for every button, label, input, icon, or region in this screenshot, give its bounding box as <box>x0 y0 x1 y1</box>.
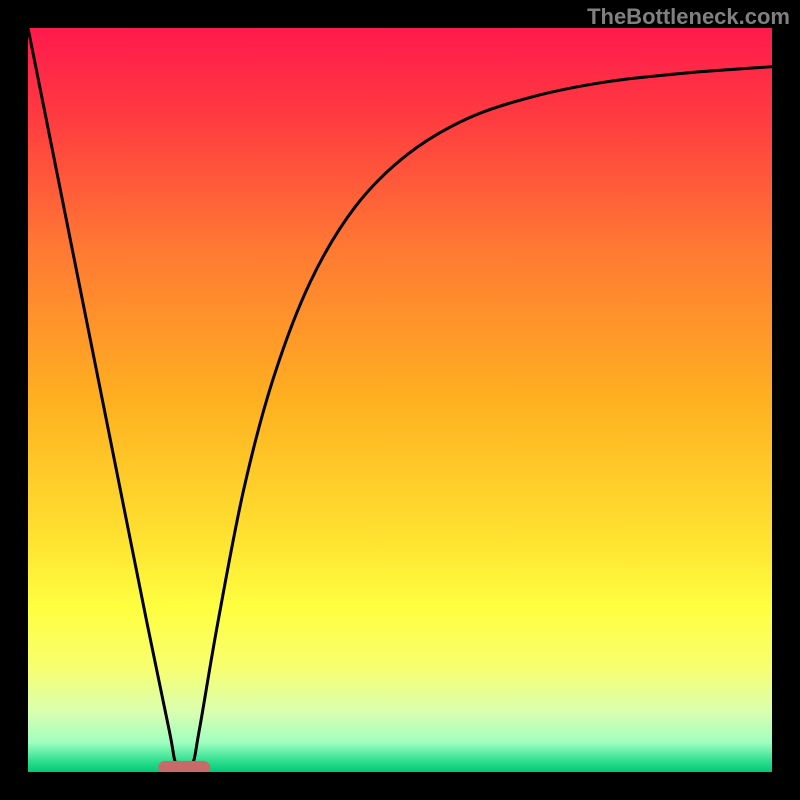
watermark-text: TheBottleneck.com <box>587 4 790 30</box>
bottleneck-chart <box>0 0 800 800</box>
chart-container: TheBottleneck.com <box>0 0 800 800</box>
chart-background <box>28 28 772 772</box>
